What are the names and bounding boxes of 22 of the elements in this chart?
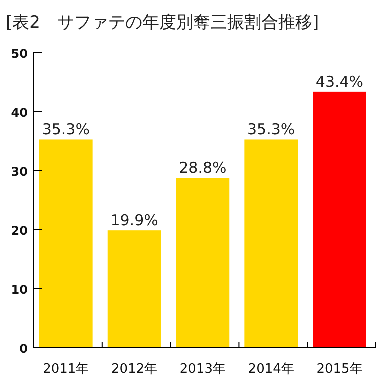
y-tick-label: 50 bbox=[11, 47, 28, 61]
y-tick-label: 0 bbox=[20, 342, 28, 356]
data-label: 19.9% bbox=[110, 212, 158, 230]
x-tick-label: 2014年 bbox=[248, 362, 294, 377]
x-tick-label: 2012年 bbox=[112, 362, 158, 377]
bar bbox=[108, 230, 162, 348]
bar bbox=[39, 140, 93, 348]
y-tick-label: 20 bbox=[11, 224, 28, 238]
x-tick-label: 2013年 bbox=[180, 362, 226, 377]
data-label: 35.3% bbox=[42, 120, 90, 139]
x-tick-label: 2015年 bbox=[316, 362, 363, 377]
y-tick-label: 30 bbox=[11, 165, 28, 179]
data-label: 43.4% bbox=[316, 72, 364, 91]
y-tick-label: 40 bbox=[11, 106, 28, 120]
y-tick-label: 10 bbox=[11, 283, 28, 297]
bar bbox=[176, 178, 230, 348]
x-tick-label: 2011年 bbox=[43, 362, 90, 377]
bar bbox=[313, 92, 366, 348]
bar bbox=[244, 140, 298, 348]
chart-title: [表2 サファテの年度別奪三振割合推移] bbox=[6, 13, 320, 33]
data-label: 28.8% bbox=[179, 159, 227, 178]
data-label: 35.3% bbox=[248, 120, 296, 139]
